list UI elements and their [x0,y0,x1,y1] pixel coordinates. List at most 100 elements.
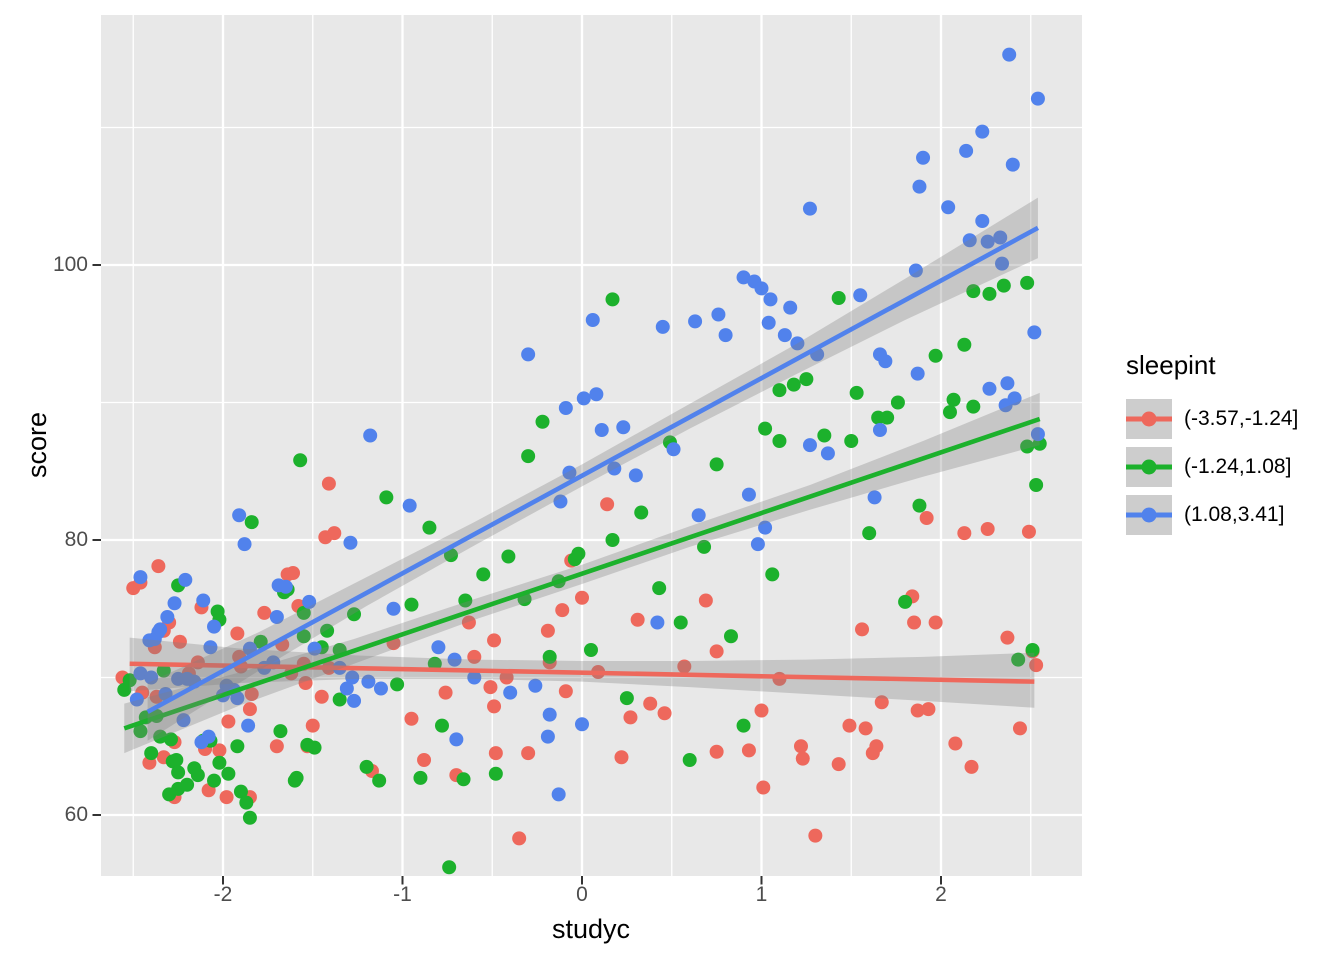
data-point-series-1 [535,414,550,429]
data-point-series-1 [736,718,751,733]
data-point-series-0 [172,634,187,649]
y-tick-label-60: 60 [64,803,88,826]
data-point-series-0 [980,522,995,536]
legend: sleepint (-3.57,-1.24] (-1.24,1.08] (1.0… [1126,350,1298,543]
data-point-series-2 [562,465,577,480]
data-point-series-1 [456,772,471,787]
data-point-series-2 [503,685,518,700]
data-point-series-1 [1025,643,1040,657]
data-point-series-0 [795,751,810,766]
data-point-series-2 [575,717,589,732]
data-point-series-1 [332,692,347,707]
data-point-series-2 [540,729,555,744]
data-point-series-2 [386,601,401,616]
legend-item-red: (-3.57,-1.24] [1126,399,1298,439]
data-point-series-1 [372,773,387,788]
data-point-series-0 [298,676,313,690]
data-point-series-1 [242,810,257,825]
legend-key-green [1126,447,1172,487]
data-point-series-1 [1020,275,1035,290]
y-tick-label-80: 80 [64,528,88,551]
data-point-series-2 [750,537,765,552]
data-point-series-0 [910,703,925,718]
data-point-series-1 [253,634,268,649]
legend-point-icon [1141,459,1157,475]
data-point-series-0 [921,702,936,717]
data-point-series-2 [133,666,148,681]
legend-label-green: (-1.24,1.08] [1184,455,1292,478]
data-point-series-1 [1020,439,1035,454]
data-point-series-0 [709,644,724,659]
data-point-series-2 [269,610,284,624]
data-point-series-2 [585,313,600,327]
data-point-series-0 [643,696,658,711]
data-point-series-0 [709,744,724,759]
data-point-series-0 [858,721,873,736]
data-point-series-0 [948,736,963,751]
data-point-series-2 [853,288,868,303]
data-point-series-2 [361,674,376,689]
data-point-series-0 [499,670,514,685]
data-point-series-1 [239,795,254,810]
data-point-series-2 [1030,427,1045,442]
data-point-series-2 [449,732,464,747]
data-point-series-0 [512,831,527,846]
data-point-series-1 [982,286,997,301]
data-point-series-2 [718,328,733,343]
data-point-series-1 [957,337,972,352]
data-point-series-1 [758,421,773,436]
data-point-series-2 [867,490,882,505]
data-point-series-2 [820,446,835,461]
data-point-series-1 [996,278,1011,293]
data-point-series-0 [467,649,482,664]
data-point-series-2 [551,787,566,802]
data-point-series-1 [880,410,895,425]
data-point-series-0 [487,699,502,714]
data-point-series-0 [575,590,589,605]
data-point-series-2 [339,681,354,696]
data-point-series-1 [928,348,943,363]
data-point-series-2 [594,423,609,437]
data-point-series-1 [296,629,311,644]
data-point-series-2 [241,718,256,733]
data-point-series-1 [831,291,846,305]
data-point-series-0 [483,680,498,695]
data-point-series-0 [842,718,857,733]
data-point-series-0 [314,689,329,704]
data-point-series-1 [153,729,168,744]
panel-content [101,15,1082,876]
data-point-series-1 [379,490,394,505]
data-point-series-1 [347,607,362,622]
y-axis-title: score [22,411,53,479]
data-point-series-1 [542,649,557,664]
data-point-series-2 [528,678,543,693]
data-point-series-0 [907,615,922,630]
data-point-series-1 [673,615,688,630]
data-point-series-2 [237,537,252,552]
data-point-series-2 [133,570,148,585]
data-point-series-2 [196,593,211,608]
data-point-series-1 [697,539,712,554]
data-point-series-2 [576,391,591,406]
data-point-series-0 [321,476,336,491]
data-point-series-1 [404,597,419,612]
x-tick-label-1: 1 [755,883,768,906]
data-point-series-2 [959,143,974,158]
data-point-series-0 [212,743,227,758]
data-point-series-2 [711,307,726,322]
data-point-series-1 [289,770,304,785]
regression-line-series-0 [129,661,1035,684]
data-point-series-0 [438,685,453,700]
data-point-series-2 [616,420,631,435]
data-point-series-1 [786,377,801,392]
data-point-series-1 [190,768,205,783]
data-point-series-0 [793,739,808,754]
x-tick-label-neg2: -2 [213,883,233,906]
data-point-series-1 [817,428,832,443]
data-point-series-2 [558,401,573,415]
data-point-series-0 [919,511,934,525]
data-point-series-1 [765,567,780,582]
data-point-series-1 [307,740,322,755]
data-point-series-0 [1029,658,1044,673]
